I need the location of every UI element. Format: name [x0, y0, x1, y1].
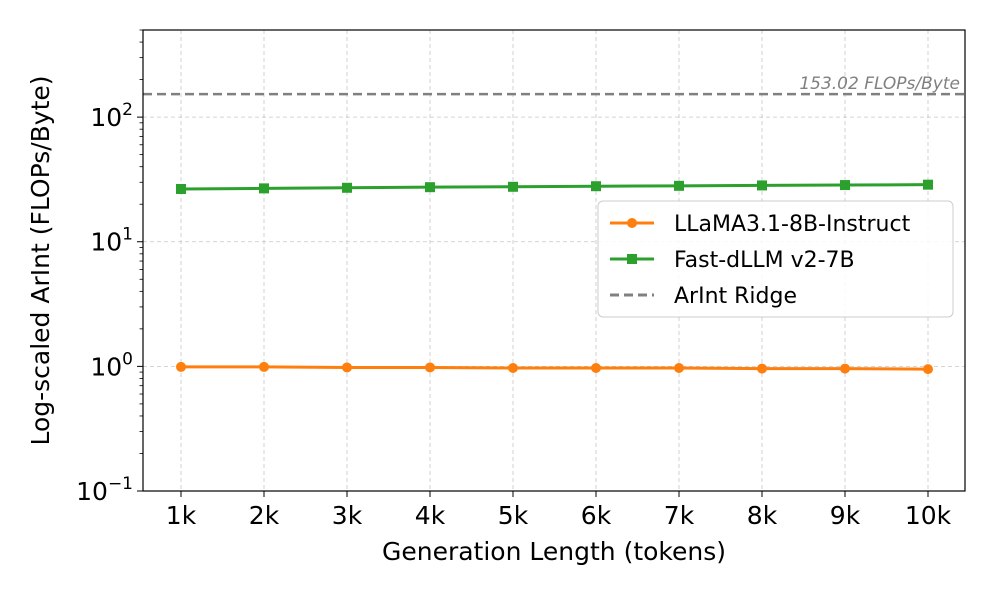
x-tick-label: 2k: [249, 501, 280, 530]
series-line: [181, 365, 929, 371]
y-tick-label: 100: [90, 349, 133, 381]
data-point-square: [176, 183, 186, 194]
plot-frame: [142, 29, 966, 492]
data-point-square: [508, 181, 518, 192]
data-point-circle: [757, 363, 767, 374]
data-point-square: [425, 182, 435, 193]
legend-box: [597, 200, 954, 318]
data-point-circle: [425, 362, 435, 373]
data-point-square: [923, 179, 933, 190]
y-axis-label: Log-scaled ArInt (FLOPs/Byte): [26, 75, 55, 445]
data-point-square: [591, 181, 601, 192]
data-point-circle: [674, 363, 684, 374]
legend-items: LLaMA3.1-8B-Instruct Fast-dLLM v2-7B ArInt…: [610, 212, 911, 309]
x-axis-label: Generation Length (tokens): [382, 537, 726, 566]
legend-item: ArInt Ridge: [610, 284, 797, 309]
x-tick-label: 5k: [498, 501, 529, 530]
series-group: [176, 361, 933, 375]
data-point-circle: [840, 363, 850, 374]
legend-label: LLaMA3.1-8B-Instruct: [674, 212, 911, 237]
data-point-circle: [259, 361, 269, 372]
data-point-square: [674, 180, 684, 191]
data-point-circle: [923, 364, 933, 375]
x-tick-label: 3k: [332, 501, 363, 530]
data-point-circle: [342, 362, 352, 373]
legend-item: LLaMA3.1-8B-Instruct: [610, 212, 911, 237]
x-tick-layer: 1k 2k 3k 4k 5k 6k 7k 8k 9k 10k: [166, 491, 952, 530]
data-point-square: [259, 183, 269, 194]
data-point-circle: [591, 363, 601, 374]
legend-label: ArInt Ridge: [674, 284, 797, 309]
y-tick-label: 10−1: [76, 474, 133, 506]
x-tick-label: 9k: [830, 501, 861, 530]
data-point-square: [840, 180, 850, 191]
legend-swatch-square: [627, 254, 637, 264]
series-layer: [176, 179, 933, 375]
legend-label: Fast-dLLM v2-7B: [674, 248, 855, 273]
series-group: [176, 179, 933, 194]
data-point-circle: [508, 363, 518, 374]
x-tick-label: 1k: [166, 501, 197, 530]
x-tick-label: 4k: [415, 501, 446, 530]
x-tick-label: 7k: [664, 501, 695, 530]
x-tick-label: 8k: [747, 501, 778, 530]
data-point-circle: [176, 361, 186, 372]
reference-layer: 153.02 FLOPs/Byte: [143, 74, 965, 96]
y-tick-label: 102: [90, 100, 133, 132]
legend-item: Fast-dLLM v2-7B: [610, 248, 855, 273]
data-point-square: [757, 180, 767, 191]
x-tick-label: 6k: [581, 501, 612, 530]
x-tick-label: 10k: [905, 501, 952, 530]
ridge-reference-label: 153.02 FLOPs/Byte: [799, 74, 960, 94]
y-tick-label: 101: [90, 225, 133, 257]
series-line: [180, 183, 929, 191]
y-tick-layer: 10−1 100 101 102: [76, 29, 143, 506]
data-point-square: [342, 182, 352, 193]
legend: LLaMA3.1-8B-Instruct Fast-dLLM v2-7B ArInt…: [597, 200, 954, 318]
legend-swatch-circle: [627, 218, 637, 228]
